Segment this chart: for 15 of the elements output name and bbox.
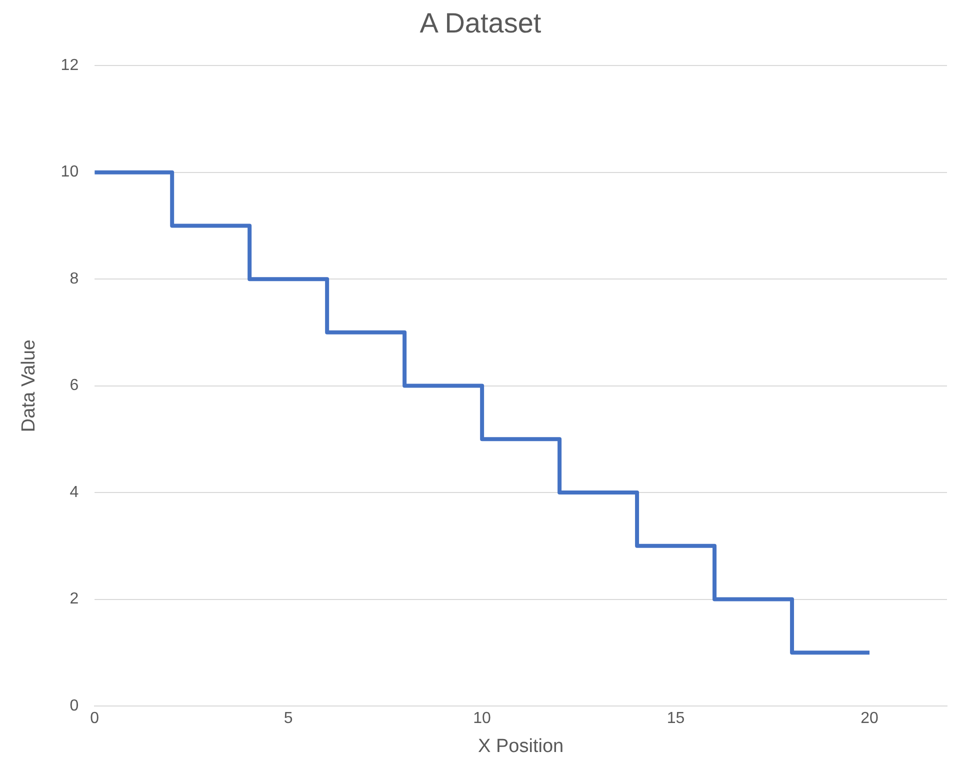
y-tick-label: 4 [70,484,79,501]
x-tick-label: 15 [666,710,685,728]
y-tick-label: 6 [70,377,79,394]
x-tick-label: 20 [860,710,879,728]
chart-title: A Dataset [420,8,542,39]
y-axis-title: Data Value [18,339,40,432]
x-tick-label: 5 [284,710,293,728]
x-tick-label: 10 [473,710,492,728]
y-tick-label: 10 [60,164,79,181]
x-axis-title: X Position [478,736,564,757]
y-tick-label: 8 [70,270,79,288]
y-tick-label: 2 [70,590,79,608]
x-tick-label: 0 [90,710,100,728]
y-tick-label: 0 [70,697,79,714]
y-tick-label: 12 [60,57,79,74]
